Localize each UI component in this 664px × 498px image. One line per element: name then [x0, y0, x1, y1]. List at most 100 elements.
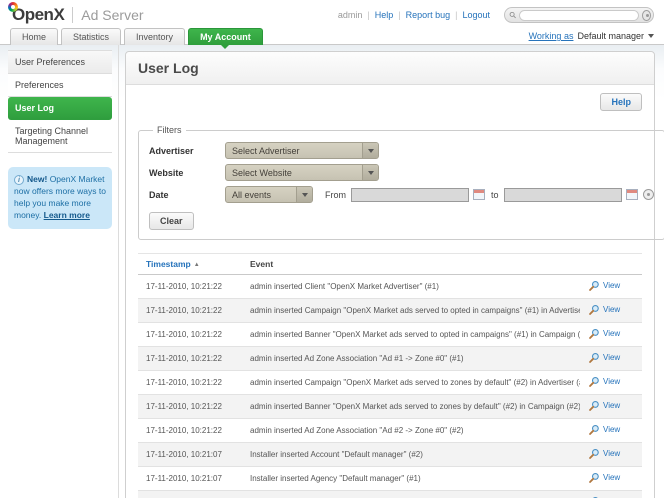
openx-pinwheel-icon [8, 2, 18, 12]
actions-column-header [580, 253, 642, 275]
openx-logo: OpenX [8, 2, 65, 25]
timestamp-cell: 17-11-2010, 10:21:22 [138, 418, 242, 443]
working-as-value: Default manager [577, 31, 644, 41]
search-box[interactable] [504, 7, 654, 23]
timestamp-cell: 17-11-2010, 10:21:22 [138, 370, 242, 395]
advertiser-select-arrow-icon[interactable] [362, 143, 378, 158]
date-to-input[interactable] [503, 187, 622, 202]
openx-market-promo: i New! OpenX Market now offers more ways … [8, 167, 112, 229]
date-select-arrow-icon[interactable] [296, 187, 312, 202]
table-header-row: Timestamp ▲ Event [138, 253, 642, 275]
website-select-arrow-icon[interactable] [362, 165, 378, 180]
magnifier-icon [589, 304, 599, 315]
chevron-down-icon[interactable] [648, 34, 654, 38]
main-panel: User Log Help Filters Advertiser Select … [125, 51, 664, 498]
filters-legend: Filters [157, 125, 182, 135]
sidebar: User Preferences Preferences User Log Ta… [0, 45, 119, 498]
logo-text: OpenX [12, 5, 65, 24]
event-cell: admin inserted Client "OpenX Market Adve… [242, 274, 580, 299]
event-cell: admin inserted Banner "OpenX Market ads … [242, 322, 580, 347]
event-cell: admin inserted Ad Zone Association "Ad #… [242, 418, 580, 443]
table-row: 17-11-2010, 10:21:22 admin inserted Bann… [138, 394, 642, 419]
timestamp-cell: 17-11-2010, 10:21:22 [138, 322, 242, 347]
search-icon [509, 11, 516, 19]
timestamp-column-sort[interactable]: Timestamp [146, 259, 191, 269]
working-as: Working as Default manager [529, 31, 654, 44]
main-nav: Home Statistics Inventory My Account Wor… [0, 28, 664, 49]
logo-divider [72, 7, 74, 23]
view-link[interactable]: View [588, 448, 620, 460]
view-link[interactable]: View [588, 424, 620, 436]
user-log-table: Timestamp ▲ Event 17-11-2010, 10:21:22 ad… [138, 253, 642, 498]
to-label: to [491, 189, 499, 200]
website-label: Website [149, 167, 184, 178]
sort-asc-icon: ▲ [193, 262, 200, 268]
username: admin [337, 10, 363, 20]
table-row: 17-11-2010, 10:21:07 Installer inserted … [138, 466, 642, 491]
sidebar-item-preferences[interactable]: Preferences [8, 74, 112, 97]
sidebar-item-user-preferences[interactable]: User Preferences [8, 50, 112, 74]
view-link[interactable]: View [588, 280, 620, 292]
logout-link[interactable]: Logout [462, 10, 490, 20]
event-cell: admin inserted Banner "OpenX Market ads … [242, 394, 580, 419]
tab-home[interactable]: Home [10, 28, 59, 45]
website-select[interactable]: Select Website [225, 164, 379, 181]
date-label: Date [149, 189, 169, 200]
event-column-header: Event [242, 253, 580, 275]
date-from-input[interactable] [351, 187, 469, 202]
table-row: 17-11-2010, 10:21:22 admin inserted Bann… [138, 322, 642, 347]
table-row: 17-11-2010, 10:21:22 admin inserted Clie… [138, 274, 642, 299]
magnifier-icon [589, 424, 599, 435]
view-link[interactable]: View [588, 472, 620, 484]
magnifier-icon [589, 448, 599, 459]
magnifier-icon [589, 472, 599, 483]
tab-my-account[interactable]: My Account [188, 28, 263, 49]
top-header: OpenX Ad Server admin | Help | Report bu… [0, 0, 664, 28]
help-button[interactable]: Help [600, 93, 642, 111]
clock-icon[interactable] [642, 189, 654, 200]
magnifier-icon [589, 376, 599, 387]
magnifier-icon [589, 352, 599, 363]
sidebar-item-targeting-channel-management[interactable]: Targeting Channel Management [8, 120, 112, 153]
working-as-link[interactable]: Working as [528, 31, 574, 41]
magnifier-icon [589, 328, 599, 339]
view-link[interactable]: View [588, 400, 620, 412]
filters-fieldset: Filters Advertiser Select Advertiser Web… [138, 125, 664, 240]
advertiser-select[interactable]: Select Advertiser [225, 142, 379, 159]
calendar-icon[interactable] [625, 189, 638, 200]
tab-inventory[interactable]: Inventory [124, 28, 186, 45]
search-go-icon[interactable] [642, 9, 651, 21]
promo-badge: New! [27, 174, 48, 184]
calendar-icon[interactable] [473, 189, 485, 200]
event-cell: admin inserted Campaign "OpenX Market ad… [242, 298, 580, 323]
timestamp-cell: 17-11-2010, 10:21:22 [138, 274, 242, 299]
timestamp-cell: 17-11-2010, 10:21:22 [138, 394, 242, 419]
sidebar-item-user-log[interactable]: User Log [8, 97, 112, 120]
account-links: admin | Help | Report bug | Logout [337, 10, 490, 20]
event-cell: admin inserted Ad Zone Association "Ad #… [242, 346, 580, 371]
table-row: 17-11-2010, 10:21:22 admin inserted Camp… [138, 370, 642, 395]
event-cell: admin inserted Campaign "OpenX Market ad… [242, 370, 580, 395]
view-link[interactable]: View [588, 304, 620, 316]
search-input[interactable] [519, 9, 640, 21]
timestamp-cell: 17-11-2010, 10:21:07 [138, 490, 242, 498]
view-link[interactable]: View [588, 352, 620, 364]
event-cell: Installer inserted Account User Associat… [242, 490, 580, 498]
clear-button[interactable]: Clear [149, 212, 194, 230]
advertiser-label: Advertiser [149, 145, 194, 156]
table-row: 17-11-2010, 10:21:22 admin inserted Ad Z… [138, 418, 642, 443]
report-bug-link[interactable]: Report bug [405, 10, 451, 20]
timestamp-cell: 17-11-2010, 10:21:07 [138, 466, 242, 491]
event-cell: Installer inserted Agency "Default manag… [242, 466, 580, 491]
date-range-select[interactable]: All events [225, 186, 313, 203]
magnifier-icon [589, 280, 599, 291]
from-label: From [325, 189, 346, 200]
tab-statistics[interactable]: Statistics [61, 28, 122, 45]
learn-more-link[interactable]: Learn more [43, 209, 90, 220]
page-title: User Log [126, 52, 654, 85]
view-link[interactable]: View [588, 376, 620, 388]
table-row: 17-11-2010, 10:21:07 Installer inserted … [138, 442, 642, 467]
view-link[interactable]: View [588, 328, 620, 340]
event-cell: Installer inserted Account "Default mana… [242, 442, 580, 467]
help-link[interactable]: Help [374, 10, 394, 20]
